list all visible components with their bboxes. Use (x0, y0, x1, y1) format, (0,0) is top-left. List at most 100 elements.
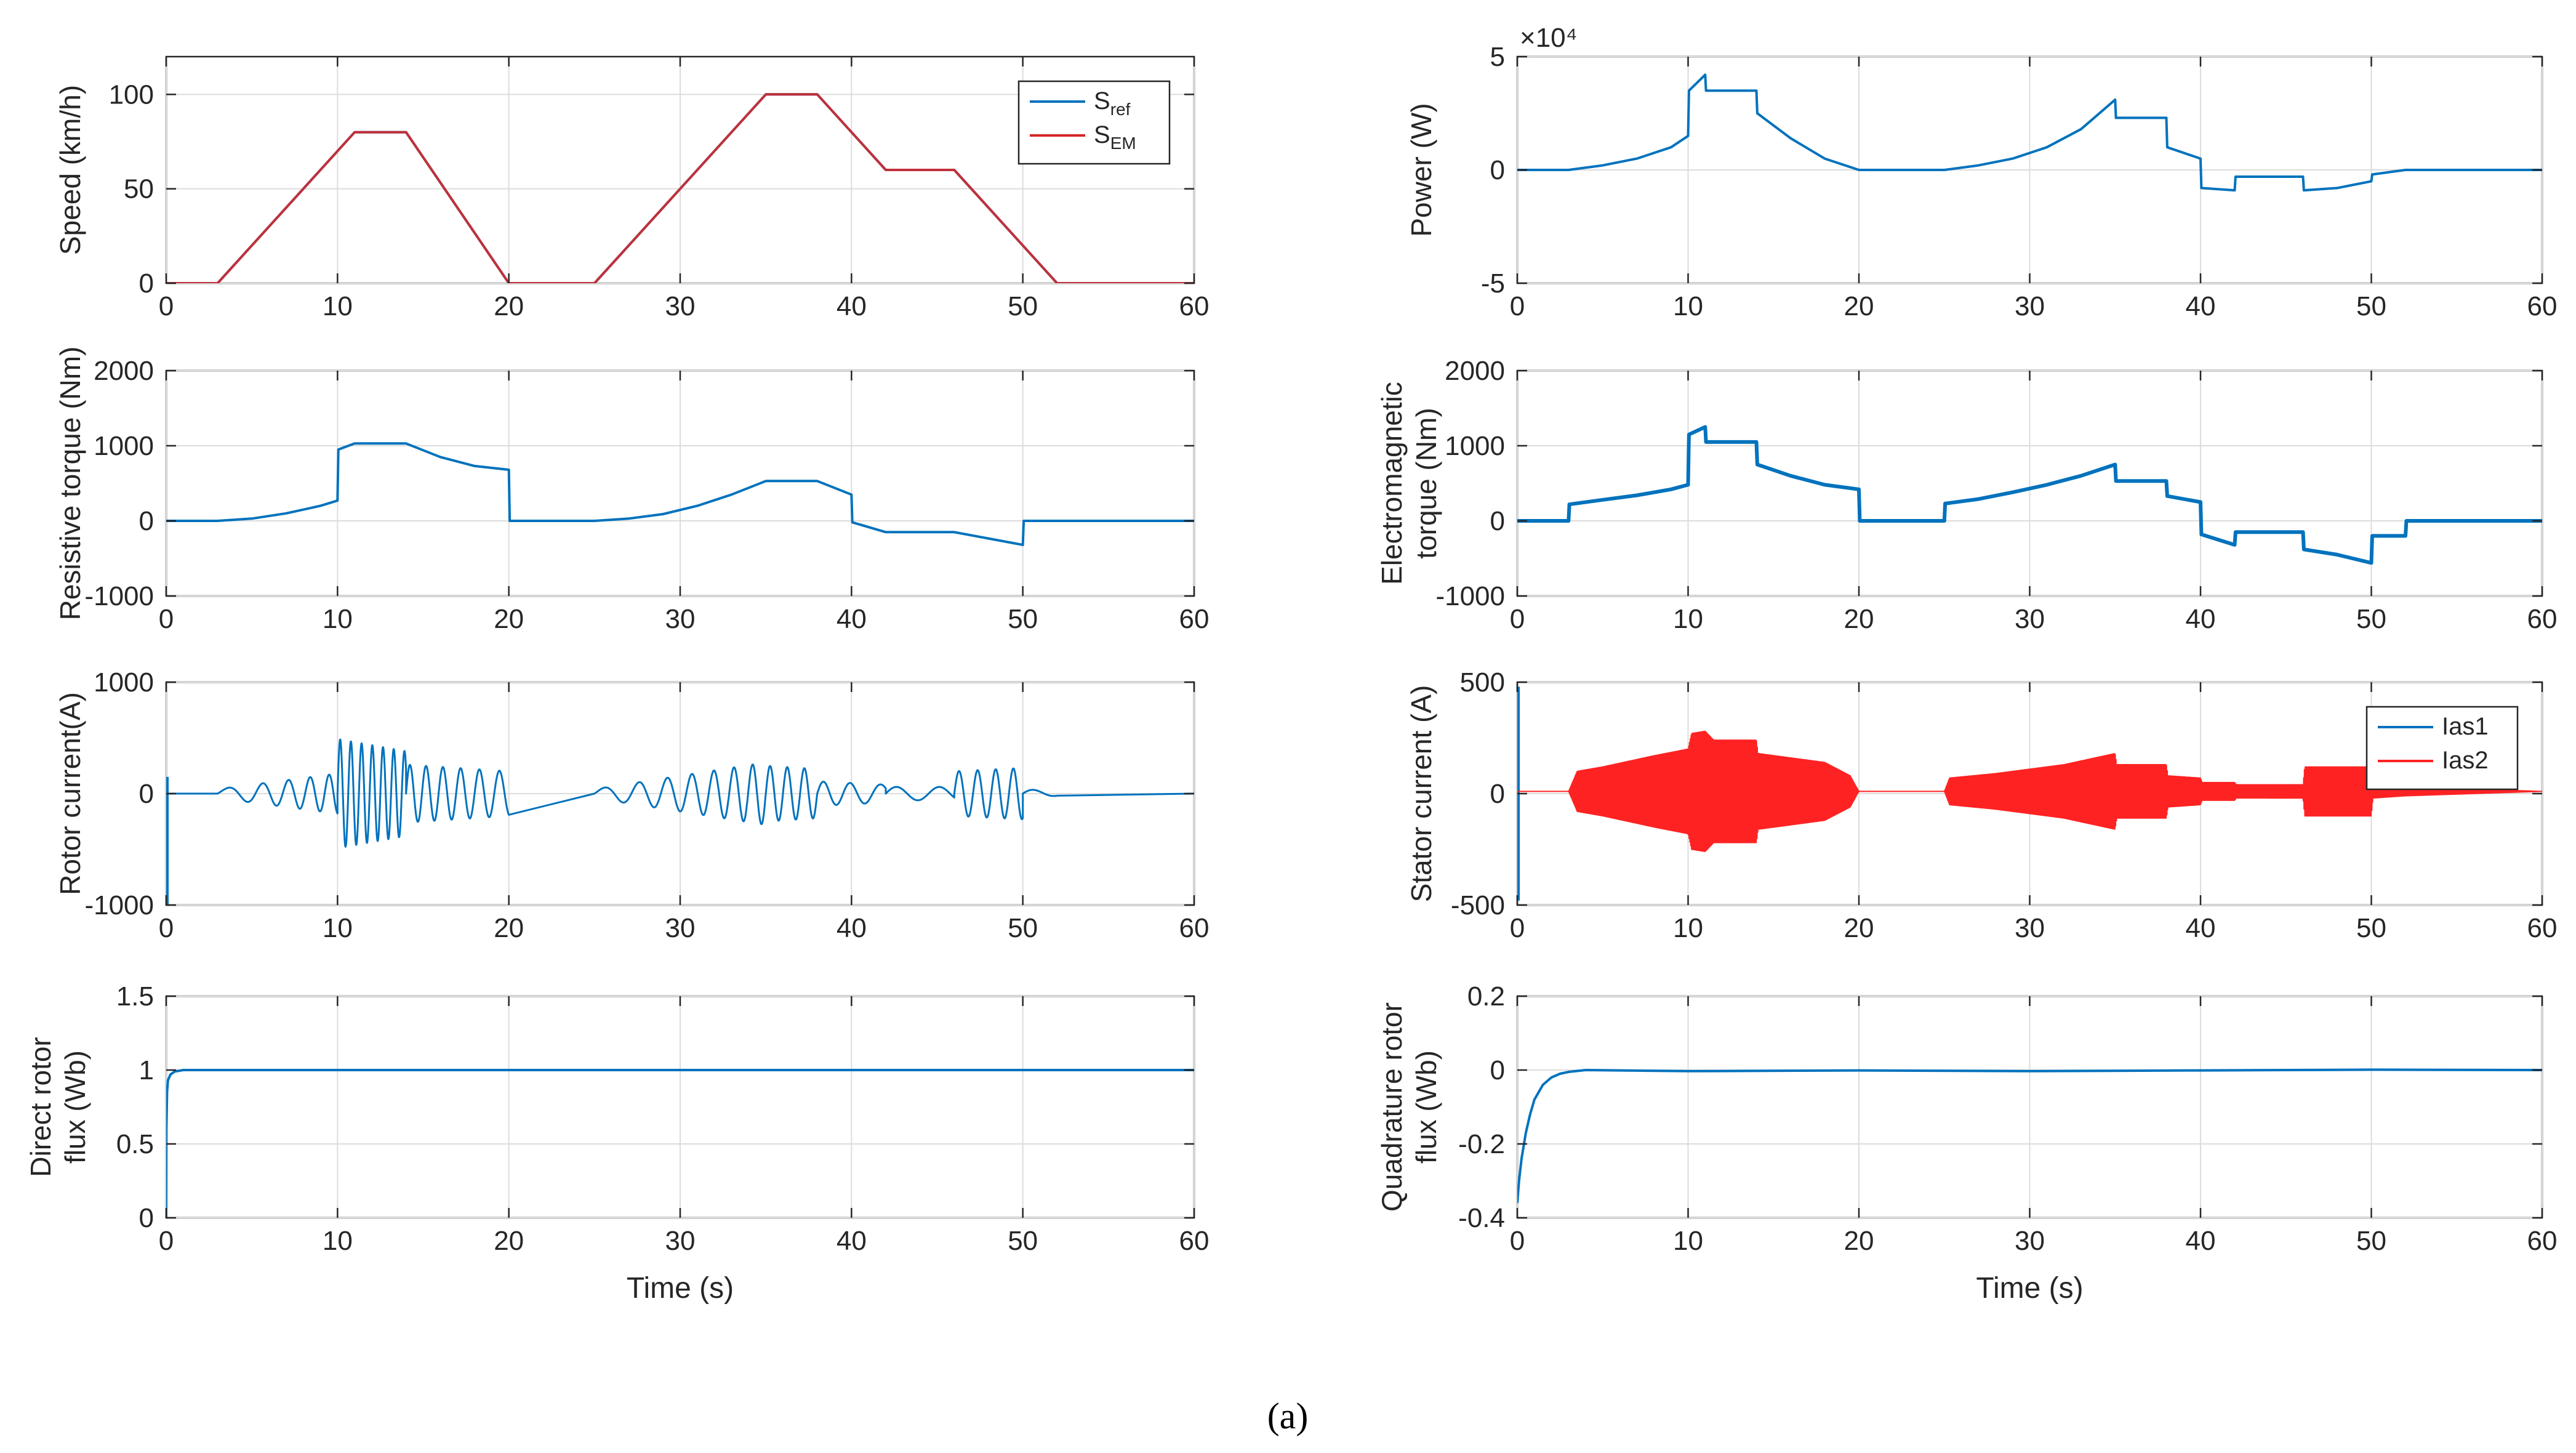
x-tick-label: 20 (494, 604, 524, 634)
y-tick-label: 100 (109, 79, 154, 110)
y-axis-label-line: Electromagnetic (1376, 382, 1408, 585)
x-tick-label: 30 (665, 1226, 696, 1256)
x-tick-label: 10 (1673, 913, 1703, 943)
x-tick-label: 0 (1510, 291, 1525, 321)
y-tick-label: -0.4 (1458, 1203, 1505, 1233)
y-tick-label: 2000 (94, 356, 154, 386)
x-tick-label: 60 (2527, 913, 2558, 943)
x-tick-label: 20 (1844, 913, 1874, 943)
x-tick-label: 40 (2186, 604, 2216, 634)
x-tick-label: 10 (323, 1226, 353, 1256)
x-tick-label: 0 (1510, 604, 1525, 634)
y-axis-label: Quadrature rotorflux (Wb) (1376, 1002, 1442, 1212)
x-tick-label: 20 (494, 291, 524, 321)
y-axis-label-line: Direct rotor (25, 1037, 57, 1177)
legend-label-main: S (1094, 121, 1110, 148)
y-tick-label: -0.2 (1458, 1129, 1505, 1159)
series-rotor-current (166, 738, 1194, 848)
y-tick-label: 5 (1490, 42, 1505, 72)
x-tick-label: 50 (1008, 1226, 1038, 1256)
y-tick-label: 0 (139, 1203, 154, 1233)
x-tick-label: 30 (665, 291, 696, 321)
x-tick-label: 40 (837, 604, 867, 634)
y-tick-label: 0 (139, 779, 154, 809)
x-axis-label: Time (s) (627, 1272, 734, 1305)
x-tick-label: 30 (2015, 291, 2045, 321)
legend: Ias1 Ias2 (2365, 706, 2519, 791)
x-tick-label: 30 (2015, 1226, 2045, 1256)
x-tick-label: 60 (2527, 291, 2558, 321)
series-electromagnetic-torque (1517, 425, 2542, 565)
series-group (166, 738, 1194, 905)
y-tick-label: 1 (139, 1055, 154, 1085)
series-direct-rotor-flux (166, 1069, 1194, 1218)
legend-label-main: Ias2 (2442, 747, 2489, 774)
chart-em_torque: 0 10 20 30 40 50 60-1000010002000Electromagnet… (1376, 356, 2557, 634)
y-axis-label: Resistive torque (Nm) (54, 347, 86, 621)
x-tick-label: 50 (2356, 604, 2386, 634)
x-tick-label: 0 (1510, 913, 1525, 943)
x-tick-label: 60 (1179, 1226, 1210, 1256)
figure-caption: (a) (1267, 1396, 1309, 1436)
y-tick-label: 50 (124, 174, 154, 204)
legend-label: Ias2 (2442, 747, 2489, 774)
legend-label: Sref (1094, 87, 1131, 119)
x-tick-label: 40 (837, 1226, 867, 1256)
y-tick-label: 0 (1490, 155, 1505, 185)
x-tick-label: 50 (2356, 913, 2386, 943)
legend-label-main: Ias1 (2442, 713, 2489, 740)
y-tick-label: 0.2 (1467, 981, 1505, 1012)
x-tick-label: 10 (1673, 291, 1703, 321)
y-tick-label: -5 (1481, 268, 1505, 299)
y-tick-label: 0 (1490, 1055, 1505, 1085)
x-axis-label: Time (s) (1976, 1272, 2083, 1305)
y-tick-label: 2000 (1445, 356, 1505, 386)
y-axis-label-line: flux (Wb) (59, 1050, 91, 1164)
x-tick-label: 0 (1510, 1226, 1525, 1256)
x-tick-label: 10 (1673, 1226, 1703, 1256)
x-tick-label: 60 (2527, 604, 2558, 634)
series-group (1517, 425, 2542, 565)
y-tick-label: 0 (139, 268, 154, 299)
x-tick-label: 30 (2015, 604, 2045, 634)
series-resistive-torque (166, 442, 1194, 546)
x-tick-label: 10 (323, 291, 353, 321)
x-tick-label: 20 (494, 1226, 524, 1256)
x-tick-label: 20 (1844, 604, 1874, 634)
x-tick-label: 10 (1673, 604, 1703, 634)
y-tick-label: -1000 (84, 581, 154, 611)
legend-label: SEM (1094, 121, 1136, 153)
y-axis-label: Stator current (A) (1405, 685, 1437, 903)
y-tick-label: -500 (1451, 890, 1505, 920)
y-tick-label: 0.5 (116, 1129, 154, 1159)
series-power (1517, 73, 2542, 192)
legend-label-subscript: EM (1110, 134, 1136, 153)
x-tick-label: 20 (1844, 1226, 1874, 1256)
y-tick-label: 0 (1490, 779, 1505, 809)
series-group (1517, 73, 2542, 192)
x-tick-label: 50 (1008, 291, 1038, 321)
legend-label-main: S (1094, 87, 1110, 115)
x-tick-label: 30 (2015, 913, 2045, 943)
x-tick-label: 20 (1844, 291, 1874, 321)
y-tick-label: 0 (139, 506, 154, 536)
axis-exponent-label: ×10⁴ (1520, 23, 1578, 53)
x-tick-label: 10 (323, 913, 353, 943)
y-axis-label-line: Quadrature rotor (1376, 1002, 1408, 1212)
x-tick-label: 40 (2186, 913, 2216, 943)
x-tick-label: 60 (1179, 913, 1210, 943)
y-axis-label-line: flux (Wb) (1410, 1050, 1442, 1164)
x-tick-label: 40 (837, 291, 867, 321)
y-axis-label: Speed (km/h) (54, 85, 86, 255)
y-tick-label: 1000 (1445, 431, 1505, 461)
x-tick-label: 0 (159, 1226, 174, 1256)
x-tick-label: 60 (2527, 1226, 2558, 1256)
x-tick-label: 30 (665, 604, 696, 634)
y-axis-label: Electromagnetictorque (Nm) (1376, 382, 1442, 585)
series-group (166, 1069, 1194, 1218)
legend-label-subscript: ref (1110, 100, 1131, 119)
